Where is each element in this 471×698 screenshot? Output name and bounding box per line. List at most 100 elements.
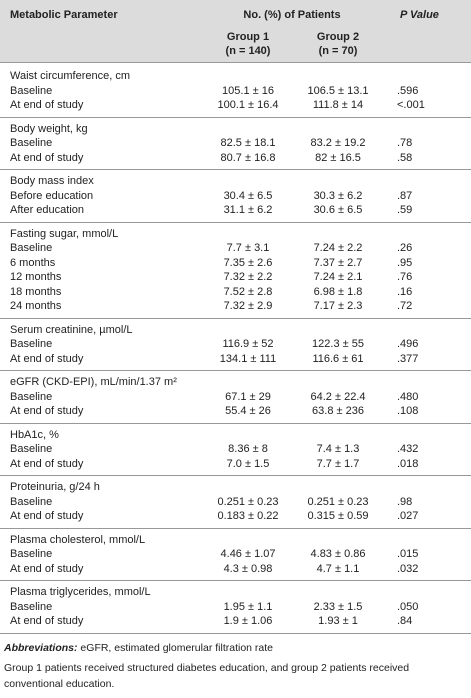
group2-value: 2.33 ± 1.5 (313, 600, 363, 613)
group2-value: 64.2 ± 22.4 (310, 390, 366, 403)
row-label: At end of study (10, 151, 84, 164)
group1-value: 80.7 ± 16.8 (220, 151, 276, 164)
group2-value: 122.3 ± 55 (312, 338, 364, 350)
group2-value: 111.8 ± 14 (312, 99, 364, 111)
row-label: At end of study (10, 562, 84, 575)
group2-value: 0.251 ± 0.23 (307, 495, 369, 508)
group1-value: 67.1 ± 29 (225, 390, 271, 403)
section-rule (0, 632, 471, 634)
row-label: Baseline (10, 390, 53, 403)
p-value: .108 (397, 405, 419, 417)
group2-value: 7.4 ± 1.3 (316, 443, 360, 455)
group2-value: 106.5 ± 13.1 (307, 84, 369, 97)
header-p-value: P Value (400, 9, 439, 21)
section-rule (0, 475, 471, 476)
group1-value: 7.0 ± 1.5 (226, 457, 270, 470)
table-header: Metabolic Parameter No. (%) of Patients … (0, 0, 471, 62)
group1-value: 4.46 ± 1.07 (220, 548, 276, 560)
row-label: At end of study (10, 457, 84, 470)
section-title: Fasting sugar, mmol/L (10, 227, 119, 240)
group1-value: 7.32 ± 2.9 (223, 300, 273, 312)
group1-value: 0.251 ± 0.23 (217, 495, 279, 508)
row-label: 12 months (10, 271, 62, 283)
group2-value: 7.17 ± 2.3 (313, 300, 363, 312)
row-label: Baseline (10, 495, 53, 508)
group2-value: 6.98 ± 1.8 (313, 285, 363, 298)
p-value: .16 (397, 285, 413, 298)
p-value: .032 (397, 562, 419, 575)
group1-value: 100.1 ± 16.4 (217, 99, 279, 111)
row-label: After education (10, 204, 84, 216)
group2-value: 83.2 ± 19.2 (310, 137, 366, 149)
row-label: Baseline (10, 600, 53, 613)
header-rule (0, 62, 471, 63)
section-title: Body weight, kg (10, 122, 88, 135)
group1-n: (n = 140) (225, 45, 271, 57)
section-title: Plasma cholesterol, mmol/L (10, 533, 146, 546)
row-label: Baseline (10, 137, 53, 149)
group1-value: 7.35 ± 2.6 (223, 256, 273, 269)
row-label: Baseline (10, 338, 53, 350)
row-label: Baseline (10, 548, 53, 560)
group2-n: (n = 70) (318, 45, 358, 57)
group2-value: 7.24 ± 2.2 (313, 242, 363, 254)
p-value: .76 (397, 271, 413, 283)
p-value: .015 (397, 548, 419, 560)
p-value: .87 (397, 189, 413, 202)
row-label: Baseline (10, 443, 53, 455)
row-label: 18 months (10, 285, 62, 298)
p-value: .95 (397, 256, 413, 269)
section-title: Plasma triglycerides, mmol/L (10, 586, 151, 598)
group2-value: 1.93 ± 1 (318, 615, 358, 627)
group1-name: Group 1 (226, 31, 270, 43)
group2-value: 7.37 ± 2.7 (313, 256, 363, 269)
abbreviations-label: Abbreviations: (4, 642, 78, 654)
p-value: .050 (397, 600, 419, 613)
group1-value: 31.1 ± 6.2 (223, 204, 273, 216)
header-parameter: Metabolic Parameter (10, 9, 118, 21)
group1-value: 1.95 ± 1.1 (223, 600, 273, 613)
section-title: eGFR (CKD-EPI), mL/min/1.37 m² (10, 376, 177, 388)
group2-value: 116.6 ± 61 (312, 352, 364, 365)
group1-value: 116.9 ± 52 (222, 338, 274, 350)
section-rule (0, 580, 471, 581)
row-label: At end of study (10, 352, 84, 365)
p-value: .78 (397, 137, 413, 149)
row-label: Baseline (10, 84, 53, 97)
abbreviations-text: eGFR, estimated glomerular filtration ra… (77, 642, 274, 654)
row-label: At end of study (10, 99, 84, 111)
p-value: .84 (397, 615, 413, 627)
p-value: .480 (397, 390, 419, 403)
group1-value: 82.5 ± 18.1 (220, 137, 276, 149)
section-rule (0, 221, 471, 223)
group2-value: 63.8 ± 236 (312, 405, 364, 417)
section-title: Serum creatinine, µmol/L (10, 323, 133, 336)
row-label: At end of study (10, 405, 84, 417)
p-value: .496 (397, 338, 419, 350)
p-value: .58 (397, 151, 413, 164)
section-rule (0, 422, 471, 424)
p-value: .26 (397, 242, 413, 254)
section-title: Waist circumference, cm (10, 70, 131, 82)
section-title: Body mass index (10, 175, 94, 187)
group2-value: 4.7 ± 1.1 (316, 562, 360, 575)
footnote: Group 1 patients received structured dia… (4, 662, 410, 690)
group2-value: 0.315 ± 0.59 (307, 510, 369, 522)
group1-value: 4.3 ± 0.98 (223, 562, 273, 575)
section-title: HbA1c, % (10, 428, 59, 441)
group2-value: 7.7 ± 1.7 (316, 457, 360, 470)
group1-value: 55.4 ± 26 (225, 405, 271, 417)
p-value: .027 (397, 510, 419, 522)
p-value: .59 (397, 204, 413, 216)
group1-value: 7.52 ± 2.8 (223, 285, 273, 298)
abbreviations: Abbreviations: eGFR, estimated glomerula… (4, 641, 273, 656)
group2-value: 82 ± 16.5 (315, 151, 361, 164)
section-rule (0, 527, 471, 529)
section-rule (0, 370, 471, 371)
group1-value: 0.183 ± 0.22 (217, 510, 279, 522)
p-value: .596 (397, 84, 419, 97)
section-rule (0, 169, 471, 170)
section-rule (0, 116, 471, 118)
section-title: Proteinuria, g/24 h (10, 481, 100, 493)
p-value: .98 (397, 495, 413, 508)
